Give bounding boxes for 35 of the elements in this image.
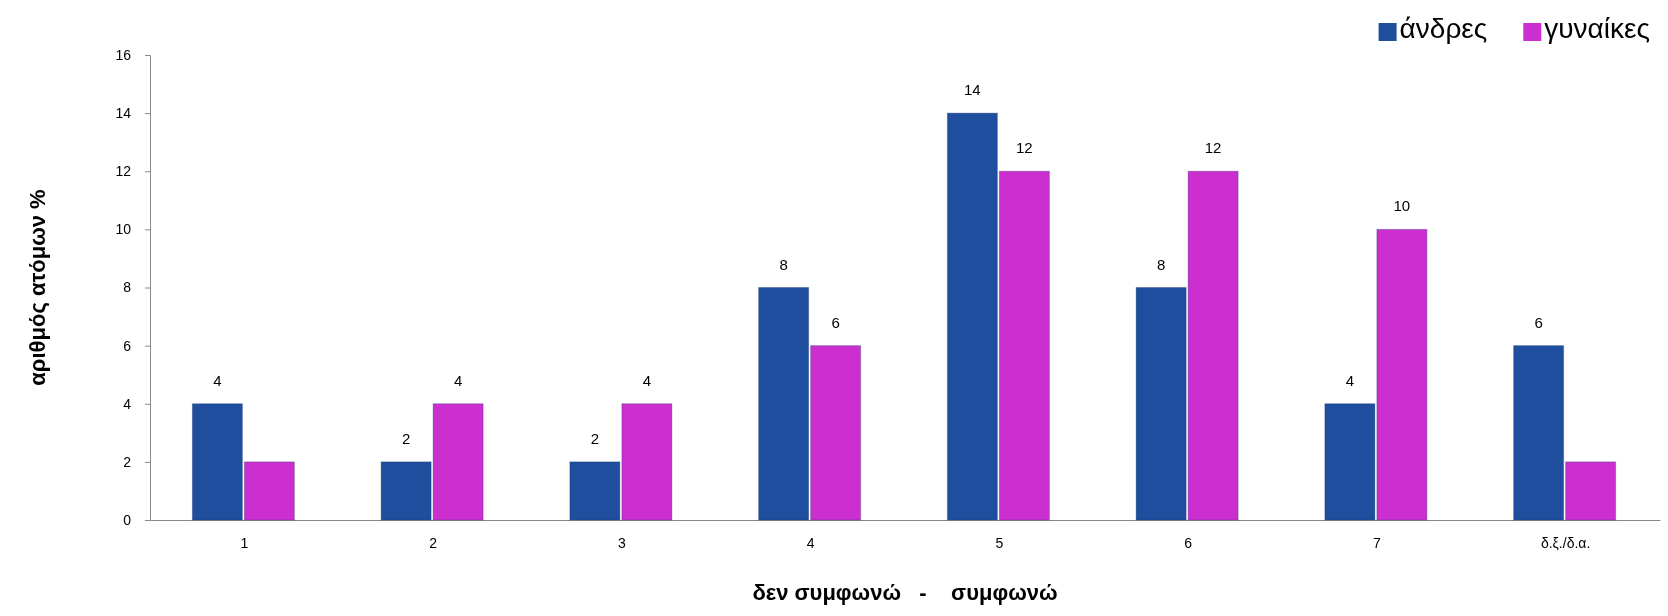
data-label: 4 [1345,371,1355,389]
x-tick-label: 3 [617,534,626,551]
y-tick-label: 16 [115,46,132,63]
x-tick-label: 6 [1184,534,1193,551]
x-tick-label: 4 [806,534,815,551]
x-tick-label: 7 [1372,534,1381,551]
data-label: 4 [642,371,652,389]
legend-label: άνδρες [1399,13,1488,44]
y-tick-label: 4 [123,395,132,412]
y-tick-label: 8 [123,279,132,296]
y-tick-label: 10 [115,221,132,238]
data-label: 4 [213,371,222,389]
x-tick-label: 5 [995,534,1004,551]
x-tick-label: 2 [429,534,438,551]
data-label: 8 [1156,255,1166,273]
data-label: 10 [1393,197,1411,215]
y-tick-label: 0 [123,511,132,528]
y-tick-label: 6 [123,337,132,354]
data-label: 12 [1204,139,1222,157]
x-tick-label: δ.ξ./δ.α. [1540,534,1591,551]
y-tick-label: 2 [123,453,132,470]
y-tick-label: 14 [115,105,132,122]
data-label: 14 [964,81,981,99]
data-label: 6 [1534,313,1543,331]
y-axis-title: αριθμός ατόμων % [25,189,50,386]
data-label: 4 [453,371,463,389]
data-label: 6 [831,313,840,331]
y-tick-label: 12 [115,163,132,180]
data-label: 2 [590,429,600,447]
data-label: 2 [401,429,411,447]
data-label: 8 [779,255,788,273]
x-axis-title: δεν συμφωνώ - συμφωνώ [752,580,1058,605]
legend-label: γυναίκες [1544,13,1650,44]
data-label: 12 [1016,139,1033,157]
x-tick-label: 1 [240,534,249,551]
